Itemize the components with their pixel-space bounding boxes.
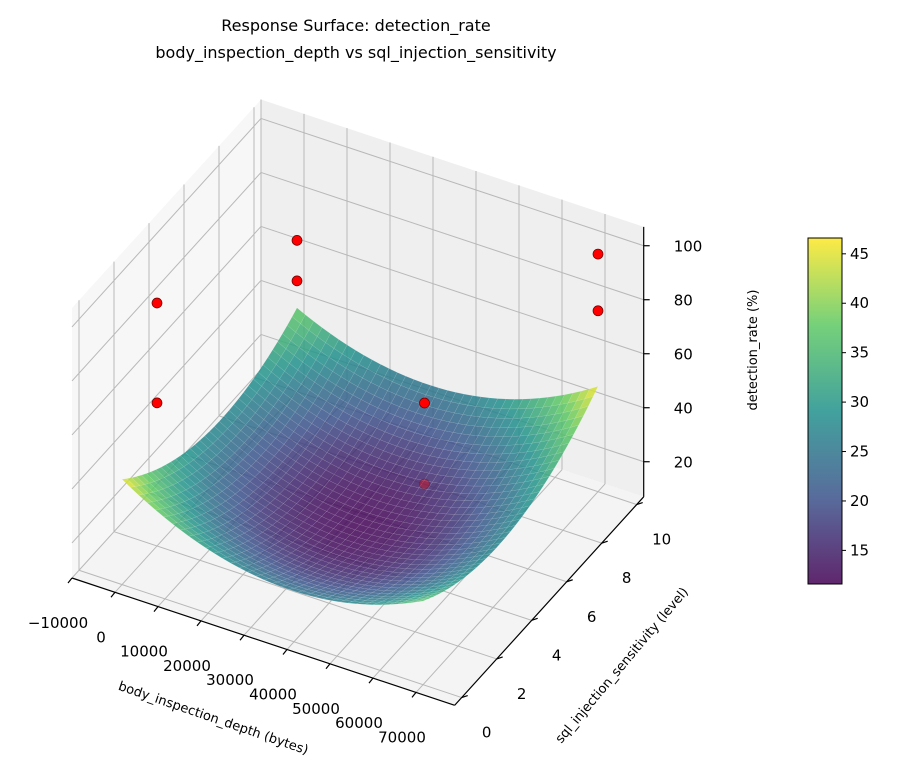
x-tick-label: 50000: [292, 700, 340, 718]
y-tick-label: 4: [552, 646, 562, 664]
y-grid-line: [78, 569, 462, 699]
surface-facet: [535, 476, 550, 487]
surface-facet: [467, 562, 482, 570]
x-tick-mark: [411, 692, 417, 698]
surface-facet: [458, 571, 472, 578]
y-tick-label: 6: [587, 608, 597, 626]
data-point: [151, 397, 163, 409]
surface-facet: [424, 594, 438, 599]
surface-facet: [443, 582, 458, 588]
z-axis-label: detection_rate (%): [746, 290, 761, 411]
scatter-points: [151, 235, 604, 490]
data-point: [592, 248, 604, 260]
surface-facet: [419, 596, 433, 601]
surface-facet: [433, 589, 448, 594]
colorbar-tick-label: 15: [850, 541, 869, 559]
y-tick-label: 8: [622, 569, 632, 587]
colorbar-gradient: [807, 237, 843, 585]
surface-facet: [462, 567, 478, 574]
data-point: [291, 235, 303, 246]
y-axis-label: sql_injection_sensitivity (level): [553, 585, 692, 747]
colorbar-tick-label: 45: [850, 245, 869, 263]
z-grid-line: [71, 334, 262, 544]
surface-facet: [453, 575, 467, 582]
x-tick-mark: [153, 606, 159, 612]
surface-facet: [438, 586, 453, 591]
x-tick-mark: [325, 663, 331, 670]
surface-facet: [477, 553, 492, 561]
x-tick-mark: [368, 677, 374, 684]
y-tick-mark: [636, 501, 643, 506]
colorbar-tick-label: 20: [850, 492, 869, 510]
z-grid-line: [71, 172, 262, 382]
x-tick-label: 70000: [378, 728, 426, 746]
x-grid-line: [415, 483, 606, 693]
x-tick-label: 30000: [206, 671, 254, 689]
y-tick-mark: [601, 540, 608, 544]
surface-facet: [429, 591, 443, 597]
z-tick-label: 100: [674, 238, 703, 256]
y-tick-label: 2: [517, 685, 527, 703]
y-tick-mark: [461, 694, 468, 699]
colorbar: 15 20 25 30 35 40 45: [807, 237, 869, 585]
data-point: [291, 275, 303, 287]
x-tick-label: 0: [96, 628, 106, 646]
data-point: [592, 305, 604, 317]
colorbar-tick-label: 40: [850, 294, 869, 312]
colorbar-tick-label: 25: [850, 443, 869, 461]
data-point: [151, 297, 163, 309]
y-tick-mark: [496, 656, 503, 660]
chart-title: Response Surface: detection_rate: [221, 16, 490, 36]
colorbar-tick-label: 30: [850, 393, 869, 411]
y-tick-mark: [566, 579, 573, 583]
axis-lines: [67, 226, 650, 706]
tick-labels: −10000 0 100002000030000400005000060000700…: [28, 238, 702, 747]
y-axis-line: [454, 496, 645, 706]
z-tick-label: 40: [674, 400, 693, 418]
x-tick-label: 40000: [249, 686, 297, 704]
y-tick-label: 10: [652, 531, 671, 549]
z-grid-line: [71, 280, 262, 490]
x-tick-mark: [67, 577, 73, 584]
x-tick-mark: [282, 649, 288, 655]
z-grid-line: [260, 171, 644, 301]
y-tick-label: 0: [482, 724, 492, 742]
surface-facet: [540, 468, 555, 479]
left-pane: [72, 99, 261, 578]
x-tick-label: 60000: [335, 714, 383, 732]
surface-facet: [486, 542, 502, 551]
z-grid-line: [71, 226, 262, 436]
z-grid-line: [71, 118, 262, 328]
z-grid-line: [260, 117, 644, 247]
surface: [121, 307, 599, 605]
surface-facet: [472, 558, 487, 566]
x-axis-line: [71, 577, 455, 706]
colorbar-tick-label: 35: [850, 344, 869, 362]
data-point: [419, 397, 430, 409]
surface-facet: [448, 579, 463, 585]
z-grid-line: [260, 279, 644, 409]
z-tick-label: 80: [674, 292, 693, 310]
x-tick-label: −10000: [28, 614, 88, 632]
surface-facet: [555, 442, 570, 455]
y-grid-line: [113, 531, 497, 660]
surface-facet: [545, 459, 560, 471]
x-tick-mark: [110, 591, 116, 598]
x-tick-mark: [196, 620, 202, 627]
y-tick-mark: [531, 617, 538, 621]
z-tick-label: 20: [674, 454, 693, 472]
x-tick-label: 20000: [163, 657, 211, 675]
z-grid-line: [260, 225, 644, 355]
x-tick-mark: [239, 634, 245, 641]
z-tick-label: 60: [674, 346, 693, 364]
x-tick-label: 10000: [120, 643, 168, 661]
chart-subtitle: body_inspection_depth vs sql_injection_s…: [155, 43, 556, 63]
surface-facet: [560, 433, 575, 446]
data-point: [419, 478, 430, 490]
surface-facet: [414, 598, 428, 603]
surface-facet: [550, 451, 565, 463]
